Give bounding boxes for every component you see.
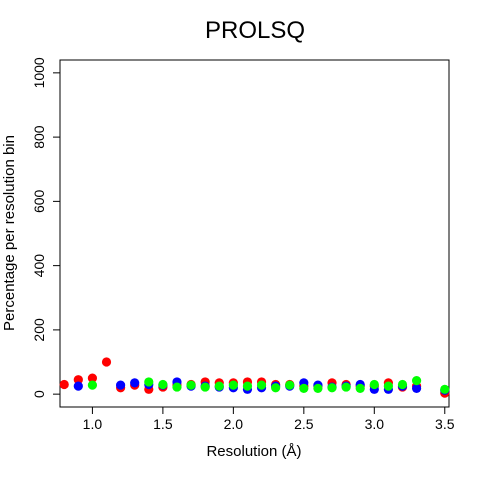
data-point-green xyxy=(369,379,379,390)
data-point-green xyxy=(256,380,267,390)
series-green xyxy=(87,376,450,394)
data-points xyxy=(59,357,450,398)
x-tick-label: 1.0 xyxy=(83,416,103,432)
data-point-green xyxy=(341,382,351,392)
data-point-green xyxy=(440,384,450,394)
data-point-blue xyxy=(411,383,422,393)
data-point-green xyxy=(299,383,309,393)
data-point-green xyxy=(411,376,422,386)
y-tick-label: 800 xyxy=(31,125,47,149)
data-point-green xyxy=(285,380,295,390)
data-point-green xyxy=(355,383,365,393)
data-point-green xyxy=(397,379,408,390)
data-point-red xyxy=(101,357,112,367)
data-point-red xyxy=(87,373,98,383)
data-point-green xyxy=(214,381,224,391)
x-axis-label: Resolution (Å) xyxy=(206,443,301,460)
data-point-green xyxy=(172,382,182,392)
x-tick-label: 2.0 xyxy=(224,416,244,432)
chart-title: PROLSQ xyxy=(205,17,305,44)
x-tick-label: 2.5 xyxy=(294,416,314,432)
data-point-green xyxy=(242,381,253,391)
data-point-green xyxy=(87,380,98,390)
data-point-green xyxy=(200,382,210,392)
data-point-green xyxy=(313,383,323,393)
x-axis: 1.0 1.5 2.0 2.5 3.0 3.5 xyxy=(83,406,455,432)
data-point-green xyxy=(144,377,154,387)
x-tick-label: 3.5 xyxy=(435,416,455,432)
data-point-red xyxy=(59,379,69,390)
y-axis-label: Percentage per resolution bin xyxy=(1,135,18,331)
data-point-green xyxy=(271,383,281,393)
data-point-green xyxy=(327,383,337,393)
data-point-blue xyxy=(73,381,83,391)
y-axis: 0 200 400 600 800 1000 xyxy=(31,57,61,398)
data-point-green xyxy=(228,380,238,390)
data-point-blue xyxy=(116,380,126,390)
data-point-green xyxy=(186,380,196,390)
y-tick-label: 1000 xyxy=(31,57,47,88)
data-point-red xyxy=(73,375,83,385)
y-tick-label: 400 xyxy=(31,254,47,278)
plot-frame xyxy=(59,59,450,408)
y-tick-label: 200 xyxy=(31,318,47,342)
data-point-green xyxy=(158,379,168,390)
data-point-blue xyxy=(130,378,140,388)
data-point-green xyxy=(383,381,393,391)
y-tick-label: 600 xyxy=(31,189,47,213)
x-tick-label: 1.5 xyxy=(153,416,173,432)
y-tick-label: 0 xyxy=(31,390,47,398)
x-tick-label: 3.0 xyxy=(365,416,385,432)
